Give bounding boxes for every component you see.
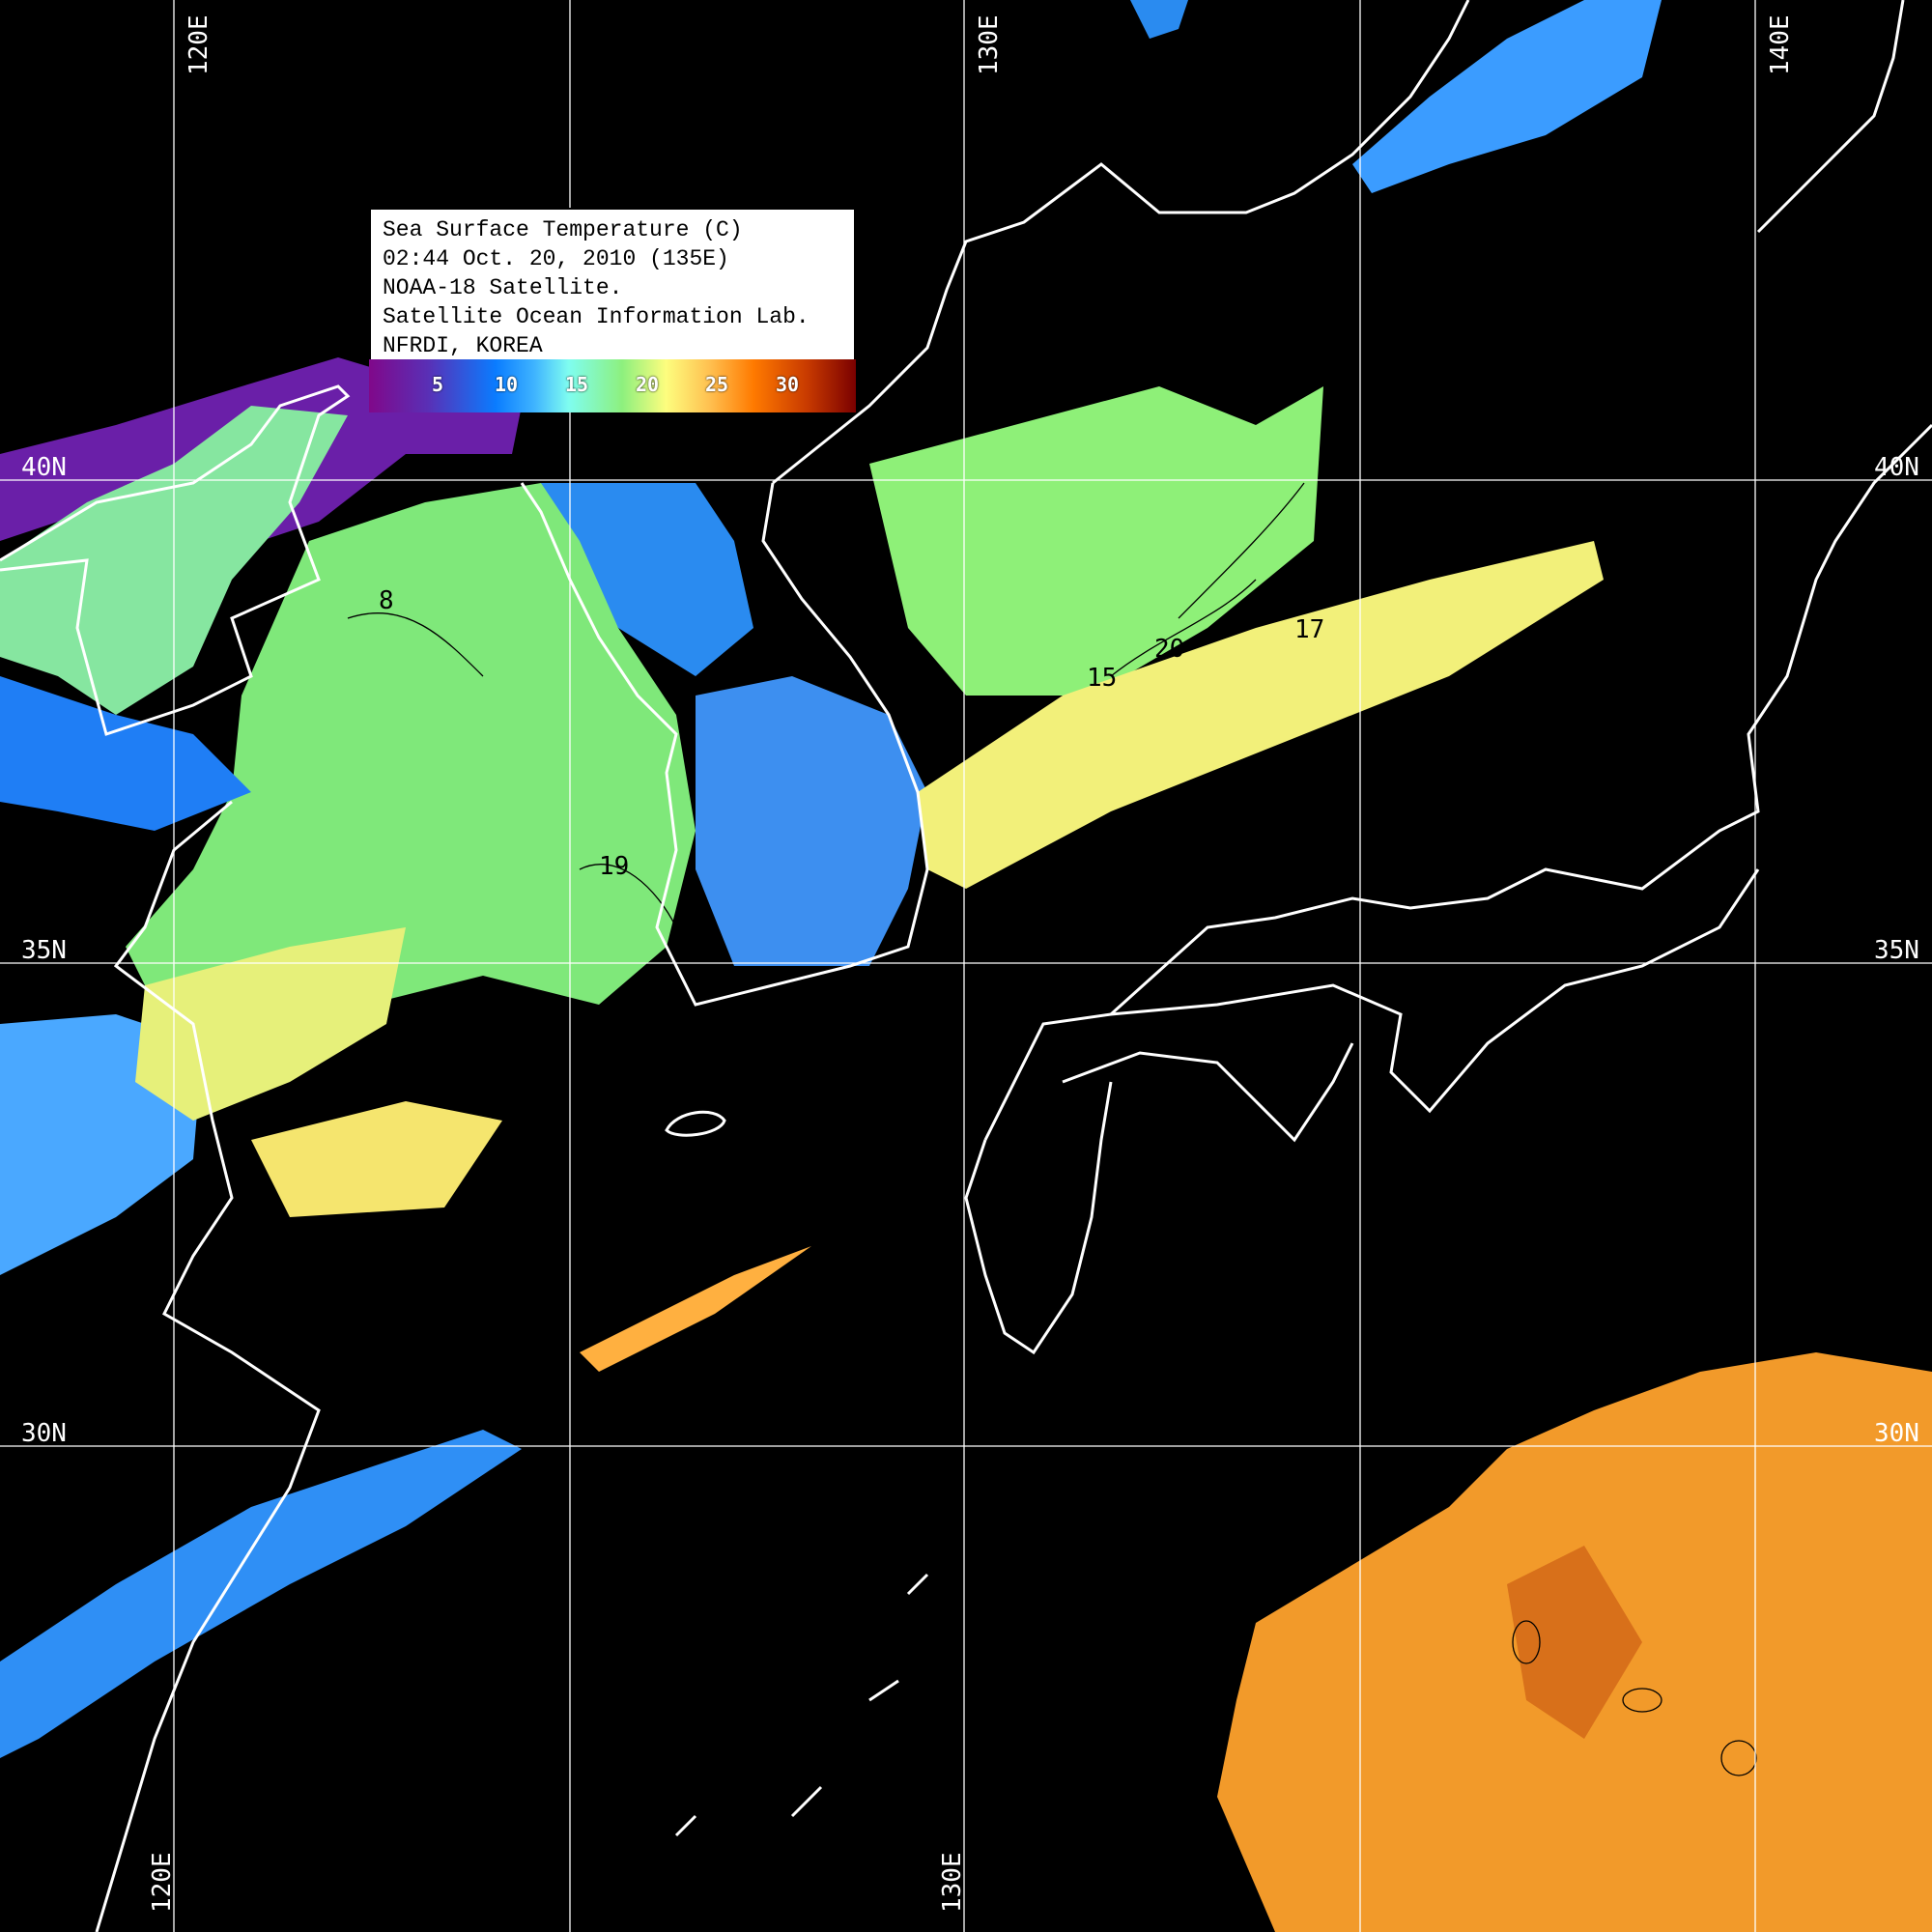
coast-china (0, 384, 351, 736)
lon-label-130e-bottom: 130E (938, 1852, 967, 1913)
sst-yellow-sea (126, 483, 696, 1024)
colorbar: 5 10 15 20 25 30 (369, 359, 856, 412)
sst-west-blue (0, 676, 251, 831)
coast-china-east (95, 800, 321, 1932)
isotherm-contours: 20 15 19 8 17 (347, 482, 1757, 1776)
legend-satellite: NOAA-18 Satellite. (383, 275, 623, 300)
legend-title: Sea Surface Temperature (C) (383, 217, 743, 242)
colorbar-tick: 30 (776, 373, 800, 396)
lat-label-40n: 40N (21, 453, 67, 482)
colorbar-tick: 25 (705, 373, 729, 396)
lat-label-30n-right: 30N (1874, 1419, 1919, 1448)
contour-label: 8 (379, 586, 394, 615)
coast-jeju (665, 1110, 726, 1137)
sst-streak-orange (580, 1246, 811, 1372)
sst-ecs-yellow (251, 1101, 502, 1217)
lon-label-120e: 120E (185, 14, 213, 75)
legend-datetime: 02:44 Oct. 20, 2010 (135E) (383, 246, 729, 271)
sst-orange-dark (1507, 1546, 1642, 1739)
sst-top-blue2 (1130, 0, 1188, 39)
grid-labels: 120E 130E 140E 120E 130E 40N 35N 30N 40N… (21, 14, 1919, 1913)
sst-eastsea-green (869, 386, 1323, 696)
lon-label-130e: 130E (975, 14, 1004, 75)
coast-hokkaido (1756, 0, 1905, 234)
legend-lab: Satellite Ocean Information Lab. (383, 304, 810, 329)
lon-label-120e-bottom: 120E (148, 1852, 177, 1913)
coast-korea-peninsula (520, 482, 929, 1007)
sst-eastsea-yellow (918, 541, 1604, 889)
sst-top-blue (1352, 0, 1662, 193)
contour-label: 17 (1294, 615, 1324, 644)
colorbar-tick: 5 (432, 373, 444, 396)
sst-streak-blue (0, 1430, 522, 1758)
coast-shikoku (1062, 1042, 1354, 1143)
colorbar-tick: 20 (636, 373, 660, 396)
contour-label: 15 (1087, 664, 1117, 693)
legend-box: Sea Surface Temperature (C) 02:44 Oct. 2… (369, 208, 856, 366)
coast-korea (772, 0, 1470, 485)
lat-label-35n-right: 35N (1874, 936, 1919, 965)
contour-label: 20 (1154, 635, 1184, 664)
contour-label: 19 (599, 852, 629, 881)
coast-japan-honshu (1109, 423, 1932, 1016)
lon-label-140e: 140E (1766, 14, 1795, 75)
sst-yellow-sea-blue (541, 483, 753, 676)
coast-japan-south (983, 868, 1760, 1141)
coast-ryukyu (674, 1573, 929, 1837)
lat-label-30n: 30N (21, 1419, 67, 1448)
legend-institution: NFRDI, KOREA (383, 333, 543, 358)
colorbar-tick: 15 (565, 373, 589, 396)
lat-label-35n: 35N (21, 936, 67, 965)
sst-korea-strait-blue (696, 676, 927, 966)
colorbar-tick: 10 (495, 373, 519, 396)
lat-label-40n-right: 40N (1874, 453, 1919, 482)
coast-kyushu (964, 1081, 1113, 1355)
